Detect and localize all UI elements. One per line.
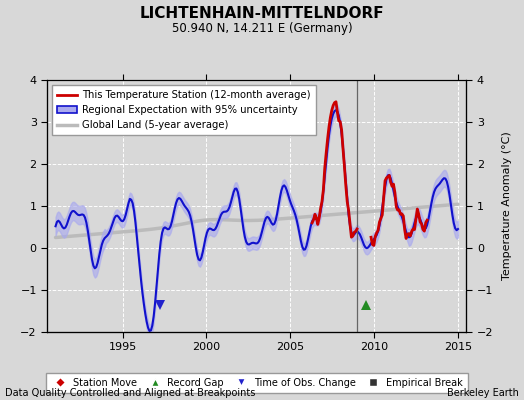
Y-axis label: Temperature Anomaly (°C): Temperature Anomaly (°C): [501, 132, 511, 280]
Text: Data Quality Controlled and Aligned at Breakpoints: Data Quality Controlled and Aligned at B…: [5, 388, 256, 398]
Legend: Station Move, Record Gap, Time of Obs. Change, Empirical Break: Station Move, Record Gap, Time of Obs. C…: [46, 373, 467, 393]
Text: Berkeley Earth: Berkeley Earth: [447, 388, 519, 398]
Text: 50.940 N, 14.211 E (Germany): 50.940 N, 14.211 E (Germany): [172, 22, 352, 35]
Text: LICHTENHAIN-MITTELNDORF: LICHTENHAIN-MITTELNDORF: [140, 6, 384, 21]
